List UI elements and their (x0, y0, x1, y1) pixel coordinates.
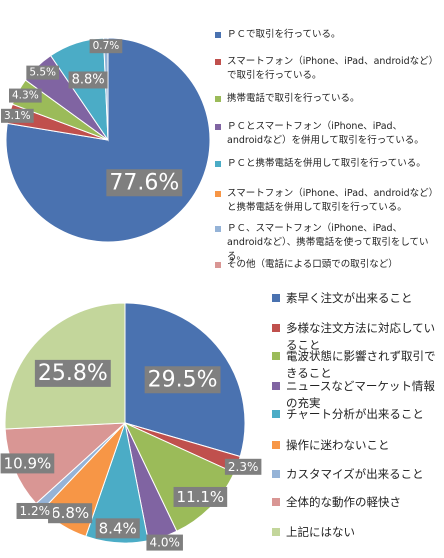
legend-swatch (272, 470, 280, 479)
legend-text: 多様な注文方法に対応していること (286, 321, 436, 352)
legend-swatch (215, 160, 221, 167)
legend-text: その他（電話による口頭での取引など） (227, 259, 398, 270)
legend-swatch (215, 58, 221, 65)
legend-item: カスタマイズが出来ること (272, 466, 440, 483)
data-label-box (106, 169, 183, 197)
legend-swatch (272, 352, 280, 361)
data-label-box (144, 366, 221, 394)
legend-text: チャート分析が出来ること (286, 407, 424, 421)
data-label-box (16, 502, 54, 519)
data-label: 5.5% (29, 67, 56, 79)
data-label-box (48, 503, 93, 524)
legend-swatch (215, 225, 221, 232)
pie-slice (102, 37, 109, 141)
legend-item: ＰＣと携帯電話を併用して取引を行っている。 (215, 157, 437, 171)
legend-swatch (215, 190, 221, 197)
data-label: 4.3% (12, 90, 39, 102)
data-label-box (95, 518, 140, 539)
data-label: 10.9% (4, 454, 52, 472)
legend-text: スマートフォン（iPhone、iPad、androidなど）と携帯電話を併用して… (227, 188, 434, 213)
legend-text: 操作に迷わないこと (286, 438, 390, 452)
legend-text: 全体的な動作の軽快さ (286, 495, 401, 509)
legend-item: その他（電話による口頭での取引など） (215, 258, 437, 272)
legend-swatch (272, 498, 280, 507)
legend-item: ＰＣ、スマートフォン（iPhone、iPad、androidなど）、携帯電話を使… (215, 222, 437, 263)
legend-text: ＰＣと携帯電話を併用して取引を行っている。 (227, 158, 426, 169)
data-label: 1.2% (20, 504, 51, 518)
data-label: 2.3% (228, 460, 259, 474)
legend-swatch (272, 382, 280, 391)
legend-swatch (272, 441, 280, 450)
data-label: 6.8% (51, 504, 89, 522)
legend-item: スマートフォン（iPhone、iPad、androidなど）と携帯電話を併用して… (215, 187, 437, 215)
data-label-box (0, 453, 55, 474)
data-label-box (9, 88, 42, 103)
legend-swatch (215, 31, 221, 38)
legend-item: ＰＣで取引を行っている。 (215, 28, 437, 42)
data-label-box (34, 359, 111, 387)
data-label-box (146, 534, 183, 551)
legend-item: スマートフォン（iPhone、iPad、androidなど）で取引を行っている。 (215, 55, 437, 83)
legend-text: 上記にはない (286, 525, 355, 539)
legend-swatch (215, 95, 221, 102)
legend-text: ＰＣとスマートフォン（iPhone、iPad、androidなど）を併用して取引… (227, 121, 424, 146)
legend-text: ニュースなどマーケット情報の充実 (286, 379, 435, 410)
data-label-box (89, 39, 123, 54)
data-label: 4.0% (149, 536, 180, 550)
data-label: 25.8% (38, 361, 108, 386)
legend-item: 携帯電話で取引を行っている。 (215, 92, 437, 106)
data-label-box (0, 108, 34, 123)
legend-item: 電波状態に影響されず取引できること (272, 348, 440, 381)
legend-text: ＰＣ、スマートフォン（iPhone、iPad、androidなど）、携帯電話を使… (227, 223, 429, 262)
legend-item: 素早く注文が出来ること (272, 290, 440, 307)
legend-text: ＰＣで取引を行っている。 (227, 29, 341, 40)
legend-item: ニュースなどマーケット情報の充実 (272, 378, 440, 411)
legend-swatch (272, 410, 280, 419)
data-label-box (68, 71, 108, 89)
legend-item: 上記にはない (272, 524, 440, 541)
legend-text: スマートフォン（iPhone、iPad、androidなど）で取引を行っている。 (227, 56, 434, 81)
legend-text: 素早く注文が出来ること (286, 291, 413, 305)
legend-swatch (215, 123, 221, 130)
data-label-box (224, 458, 262, 475)
legend-text: 携帯電話で取引を行っている。 (227, 93, 360, 104)
legend-item: 操作に迷わないこと (272, 437, 440, 454)
data-label: 8.4% (99, 519, 137, 537)
legend-text: カスタマイズが出来ること (286, 467, 424, 481)
legend-item: チャート分析が出来ること (272, 406, 440, 423)
data-label-box (173, 486, 228, 507)
data-label: 0.7% (93, 40, 120, 52)
legend-swatch (215, 261, 221, 268)
legend-swatch (272, 294, 280, 303)
data-label: 77.6% (109, 170, 179, 195)
legend-text: 電波状態に影響されず取引できること (286, 349, 436, 380)
legend-swatch (272, 324, 280, 333)
legend-item: ＰＣとスマートフォン（iPhone、iPad、androidなど）を併用して取引… (215, 120, 437, 148)
data-label: 8.8% (72, 72, 105, 87)
data-label-box (26, 65, 60, 80)
data-label: 3.1% (4, 110, 31, 122)
legend-item: 多様な注文方法に対応していること (272, 320, 440, 353)
legend-item: 全体的な動作の軽快さ (272, 494, 440, 511)
data-label: 29.5% (148, 367, 218, 392)
data-label: 11.1% (177, 488, 225, 506)
legend-swatch (272, 528, 280, 537)
